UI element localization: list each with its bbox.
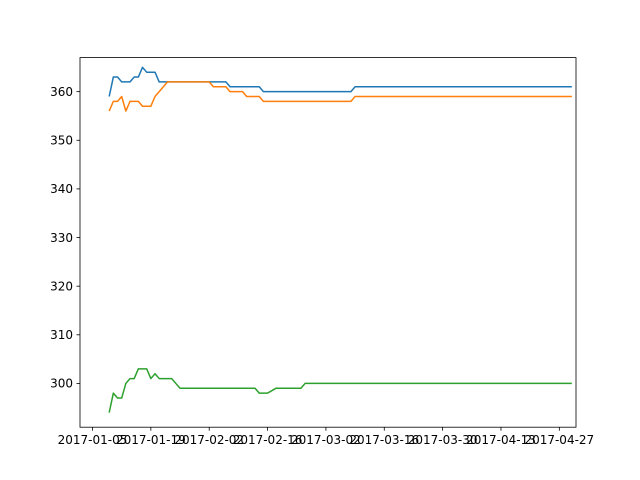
y-axis-ticks: 300 310 320 330 340 350 360 xyxy=(50,85,80,391)
x-tick-label: 2017-04-13 xyxy=(466,433,536,447)
series-layer xyxy=(108,66,572,413)
series-line-2 xyxy=(108,81,572,112)
x-tick-label: 2017-02-16 xyxy=(233,433,303,447)
x-tick-label: 2017-03-02 xyxy=(291,433,361,447)
x-axis-ticks: 2017-01-052017-01-192017-02-022017-02-16… xyxy=(58,427,594,447)
series-line-3 xyxy=(108,368,572,413)
y-tick-label: 320 xyxy=(50,279,73,293)
x-tick-label: 2017-03-30 xyxy=(408,433,478,447)
x-tick-label: 2017-04-27 xyxy=(524,433,594,447)
x-tick-label: 2017-02-02 xyxy=(174,433,244,447)
y-tick-label: 300 xyxy=(50,377,73,391)
x-tick-label: 2017-01-05 xyxy=(58,433,128,447)
y-tick-label: 360 xyxy=(50,85,73,99)
plot-area-frame xyxy=(79,57,577,428)
x-tick-label: 2017-01-19 xyxy=(116,433,186,447)
y-tick-label: 350 xyxy=(50,134,73,148)
series-line-1 xyxy=(108,66,572,97)
x-tick-label: 2017-03-16 xyxy=(349,433,419,447)
y-tick-label: 340 xyxy=(50,182,73,196)
y-tick-label: 330 xyxy=(50,231,73,245)
y-tick-label: 310 xyxy=(50,328,73,342)
